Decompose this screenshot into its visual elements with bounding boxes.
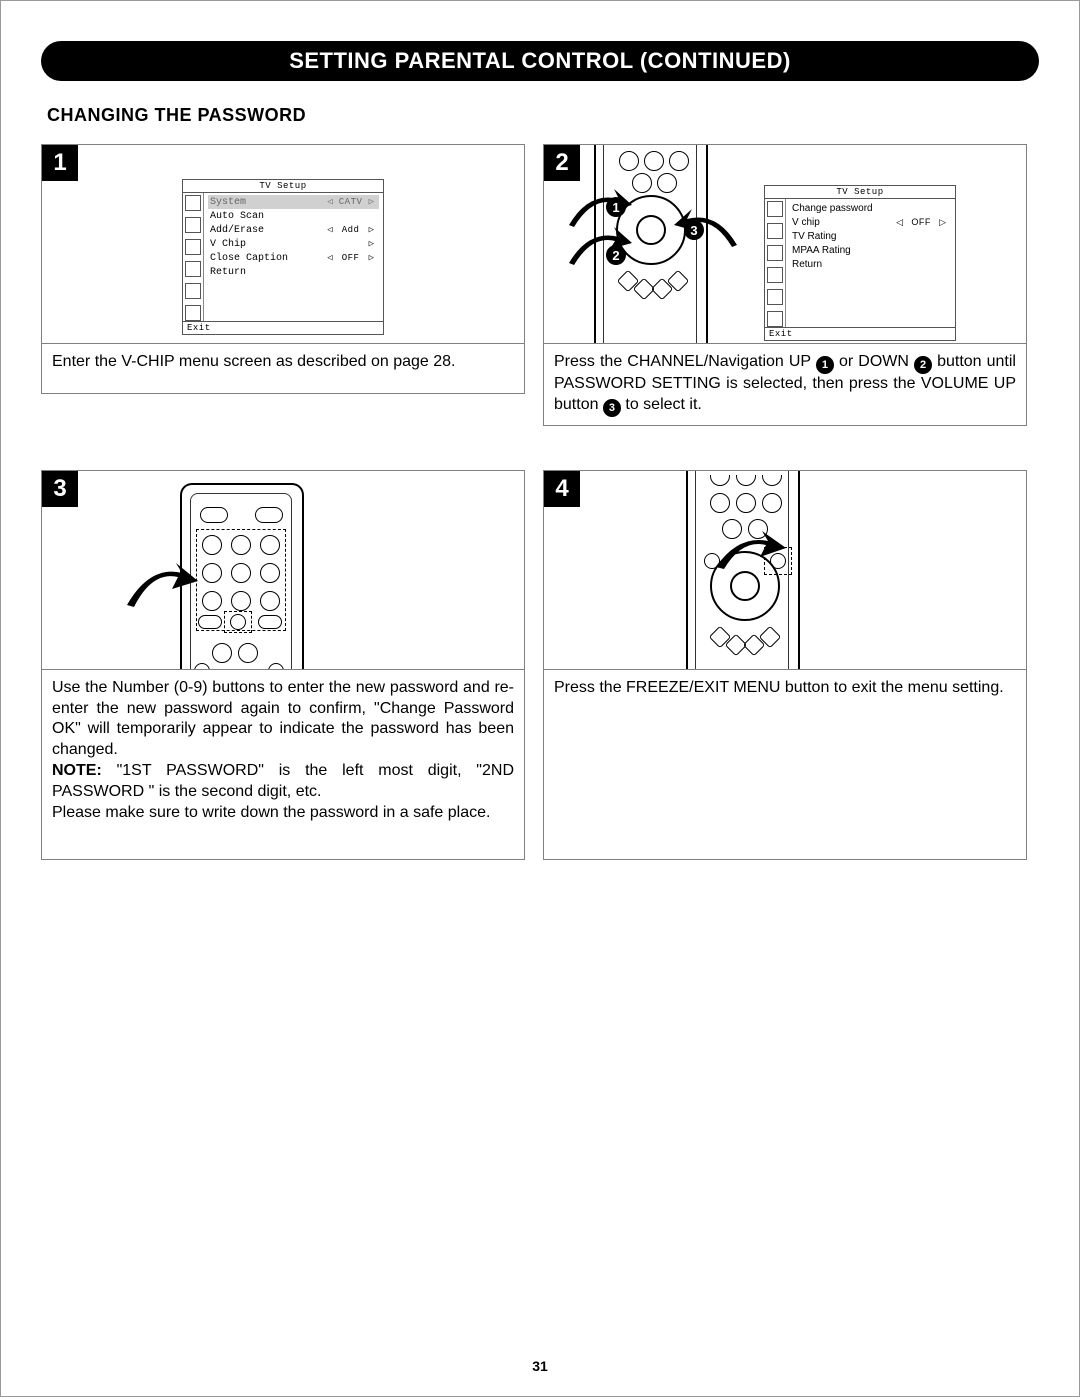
- note-label: NOTE:: [52, 762, 102, 779]
- remote-button: [202, 563, 222, 583]
- step-number: 1: [42, 145, 78, 181]
- remote-button: [230, 614, 246, 630]
- osd-row: TV Rating: [790, 229, 951, 243]
- remote-button: [644, 151, 664, 171]
- osd-icon: [767, 267, 783, 283]
- step-1-caption: Enter the V-CHIP menu screen as describe…: [41, 344, 525, 394]
- osd-row-system: System◁CATV▷: [208, 195, 379, 209]
- remote-button: [202, 535, 222, 555]
- osd-list: System◁CATV▷ Auto Scan Add/Erase◁Add▷ V …: [204, 193, 383, 321]
- steps-grid: 1 TV Setup System◁: [41, 144, 1039, 860]
- step-number: 3: [42, 471, 78, 507]
- osd-row: Return: [790, 257, 951, 271]
- page-number: 31: [1, 1358, 1079, 1374]
- remote-button: [238, 643, 258, 663]
- remote-button: [657, 173, 677, 193]
- callout-number: 3: [684, 220, 704, 240]
- remote-button: [198, 615, 222, 629]
- remote-button: [260, 563, 280, 583]
- osd-icon: [185, 217, 201, 233]
- remote-button: [619, 151, 639, 171]
- step-number: 2: [544, 145, 580, 181]
- osd-row: Add/Erase◁Add▷: [208, 223, 379, 237]
- page-banner: SETTING PARENTAL CONTROL (CONTINUED): [41, 41, 1039, 81]
- osd-icon: [185, 195, 201, 211]
- osd-icon: [767, 311, 783, 327]
- step-2-caption: Press the CHANNEL/Navigation UP 1 or DOW…: [543, 344, 1027, 426]
- step-1-illustration: 1 TV Setup System◁: [41, 144, 525, 344]
- osd-icon: [185, 239, 201, 255]
- osd-icon: [767, 201, 783, 217]
- step-1: 1 TV Setup System◁: [41, 144, 525, 426]
- step-4: 4 Press the FREE: [543, 470, 1027, 860]
- remote-button: [231, 591, 251, 611]
- remote-button: [231, 535, 251, 555]
- step-2: 2 1 2 3: [543, 144, 1027, 426]
- osd-icon: [185, 305, 201, 321]
- remote-button: [762, 493, 782, 513]
- step-number: 4: [544, 471, 580, 507]
- section-heading: CHANGING THE PASSWORD: [47, 105, 1039, 126]
- osd-row: [790, 271, 951, 285]
- remote-button: [258, 615, 282, 629]
- osd-icon: [185, 261, 201, 277]
- osd-sidebar-icons: [765, 199, 786, 327]
- remote-button: [212, 643, 232, 663]
- osd-row: Return: [208, 265, 379, 279]
- osd-icon: [185, 283, 201, 299]
- arrow-swoosh-icon: [672, 205, 742, 255]
- circled-3-icon: 3: [603, 399, 621, 417]
- remote-button: [632, 173, 652, 193]
- step-3-illustration: 3: [41, 470, 525, 670]
- osd-row: MPAA Rating: [790, 243, 951, 257]
- tv-setup-osd: TV Setup Change password V chip◁: [764, 185, 956, 341]
- step-3: 3: [41, 470, 525, 860]
- remote-button: [255, 507, 283, 523]
- step-4-illustration: 4: [543, 470, 1027, 670]
- osd-row: V Chip▷: [208, 237, 379, 251]
- remote-button: [200, 507, 228, 523]
- arrow-swoosh-icon: [122, 561, 200, 616]
- circled-2-icon: 2: [914, 356, 932, 374]
- callout-number: 2: [606, 245, 626, 265]
- remote-button: [710, 493, 730, 513]
- osd-exit: Exit: [765, 327, 955, 340]
- step-4-caption: Press the FREEZE/EXIT MENU button to exi…: [543, 670, 1027, 860]
- remote-button: [231, 563, 251, 583]
- remote-button: [736, 493, 756, 513]
- step-2-illustration: 2 1 2 3: [543, 144, 1027, 344]
- osd-row: Change password: [790, 201, 951, 215]
- circled-1-icon: 1: [816, 356, 834, 374]
- remote-button: [669, 151, 689, 171]
- remote-button: [260, 591, 280, 611]
- step-3-caption: Use the Number (0-9) buttons to enter th…: [41, 670, 525, 860]
- osd-icon: [767, 223, 783, 239]
- osd-title: TV Setup: [765, 186, 955, 199]
- osd-exit: Exit: [183, 321, 383, 334]
- osd-icon: [767, 245, 783, 261]
- osd-title: TV Setup: [183, 180, 383, 193]
- remote-button: [202, 591, 222, 611]
- osd-icon: [767, 289, 783, 305]
- osd-sidebar-icons: [183, 193, 204, 321]
- manual-page: SETTING PARENTAL CONTROL (CONTINUED) CHA…: [0, 0, 1080, 1397]
- arrow-swoosh-icon: [712, 531, 790, 576]
- tv-setup-osd: TV Setup System◁CATV▷ Auto Scan: [182, 179, 384, 335]
- osd-row: V chip◁OFF▷: [790, 215, 951, 229]
- osd-row: Auto Scan: [208, 209, 379, 223]
- remote-button: [260, 535, 280, 555]
- osd-row: Close Caption◁OFF▷: [208, 251, 379, 265]
- osd-list: Change password V chip◁OFF▷ TV Rating MP…: [786, 199, 955, 327]
- callout-number: 1: [606, 197, 626, 217]
